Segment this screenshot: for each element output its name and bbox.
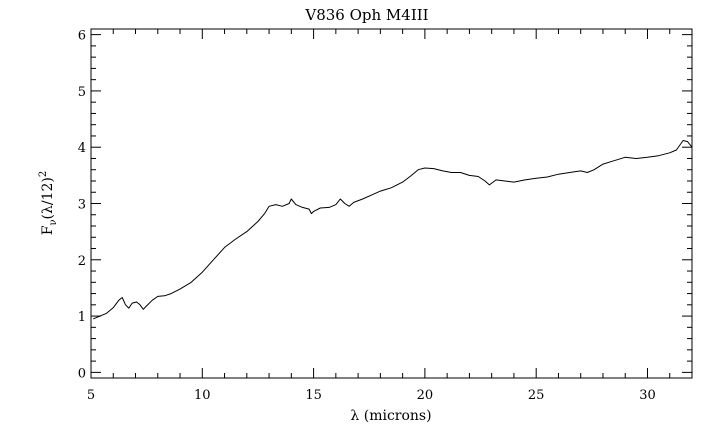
y-tick-label: 0 — [78, 366, 86, 381]
plot-frame — [90, 28, 693, 379]
x-tick-label: 5 — [87, 388, 95, 403]
x-tick-label: 15 — [305, 388, 322, 403]
x-axis-ticks — [90, 29, 693, 378]
chart-title: V836 Oph M4III — [304, 6, 428, 24]
x-tick-label: 25 — [528, 388, 545, 403]
y-axis-label: Fν(λ/12)2 — [38, 171, 59, 236]
y-tick-label: 5 — [78, 85, 86, 100]
y-tick-label: 3 — [78, 198, 86, 213]
spectrum-line — [93, 140, 693, 320]
y-axis-ticks — [91, 34, 692, 373]
y-axis-tick-labels: 0 1 2 3 4 5 6 — [78, 29, 86, 382]
y-axis-label-rest: (λ/12) — [40, 177, 56, 219]
series-layer — [93, 140, 693, 320]
y-tick-label: 2 — [78, 254, 86, 269]
x-tick-label: 20 — [417, 388, 434, 403]
y-axis-label-base: F — [40, 225, 56, 235]
x-axis-label: λ (microns) — [350, 408, 431, 424]
x-tick-label: 10 — [194, 388, 211, 403]
y-tick-label: 1 — [78, 310, 86, 325]
x-axis-tick-labels: 5 10 15 20 25 30 — [87, 388, 656, 403]
x-tick-label: 30 — [639, 388, 656, 403]
y-axis-label-superscript: 2 — [38, 171, 49, 177]
y-tick-label: 6 — [78, 29, 86, 44]
y-axis-label-subscript: ν — [48, 219, 59, 225]
y-tick-label: 4 — [78, 141, 86, 156]
